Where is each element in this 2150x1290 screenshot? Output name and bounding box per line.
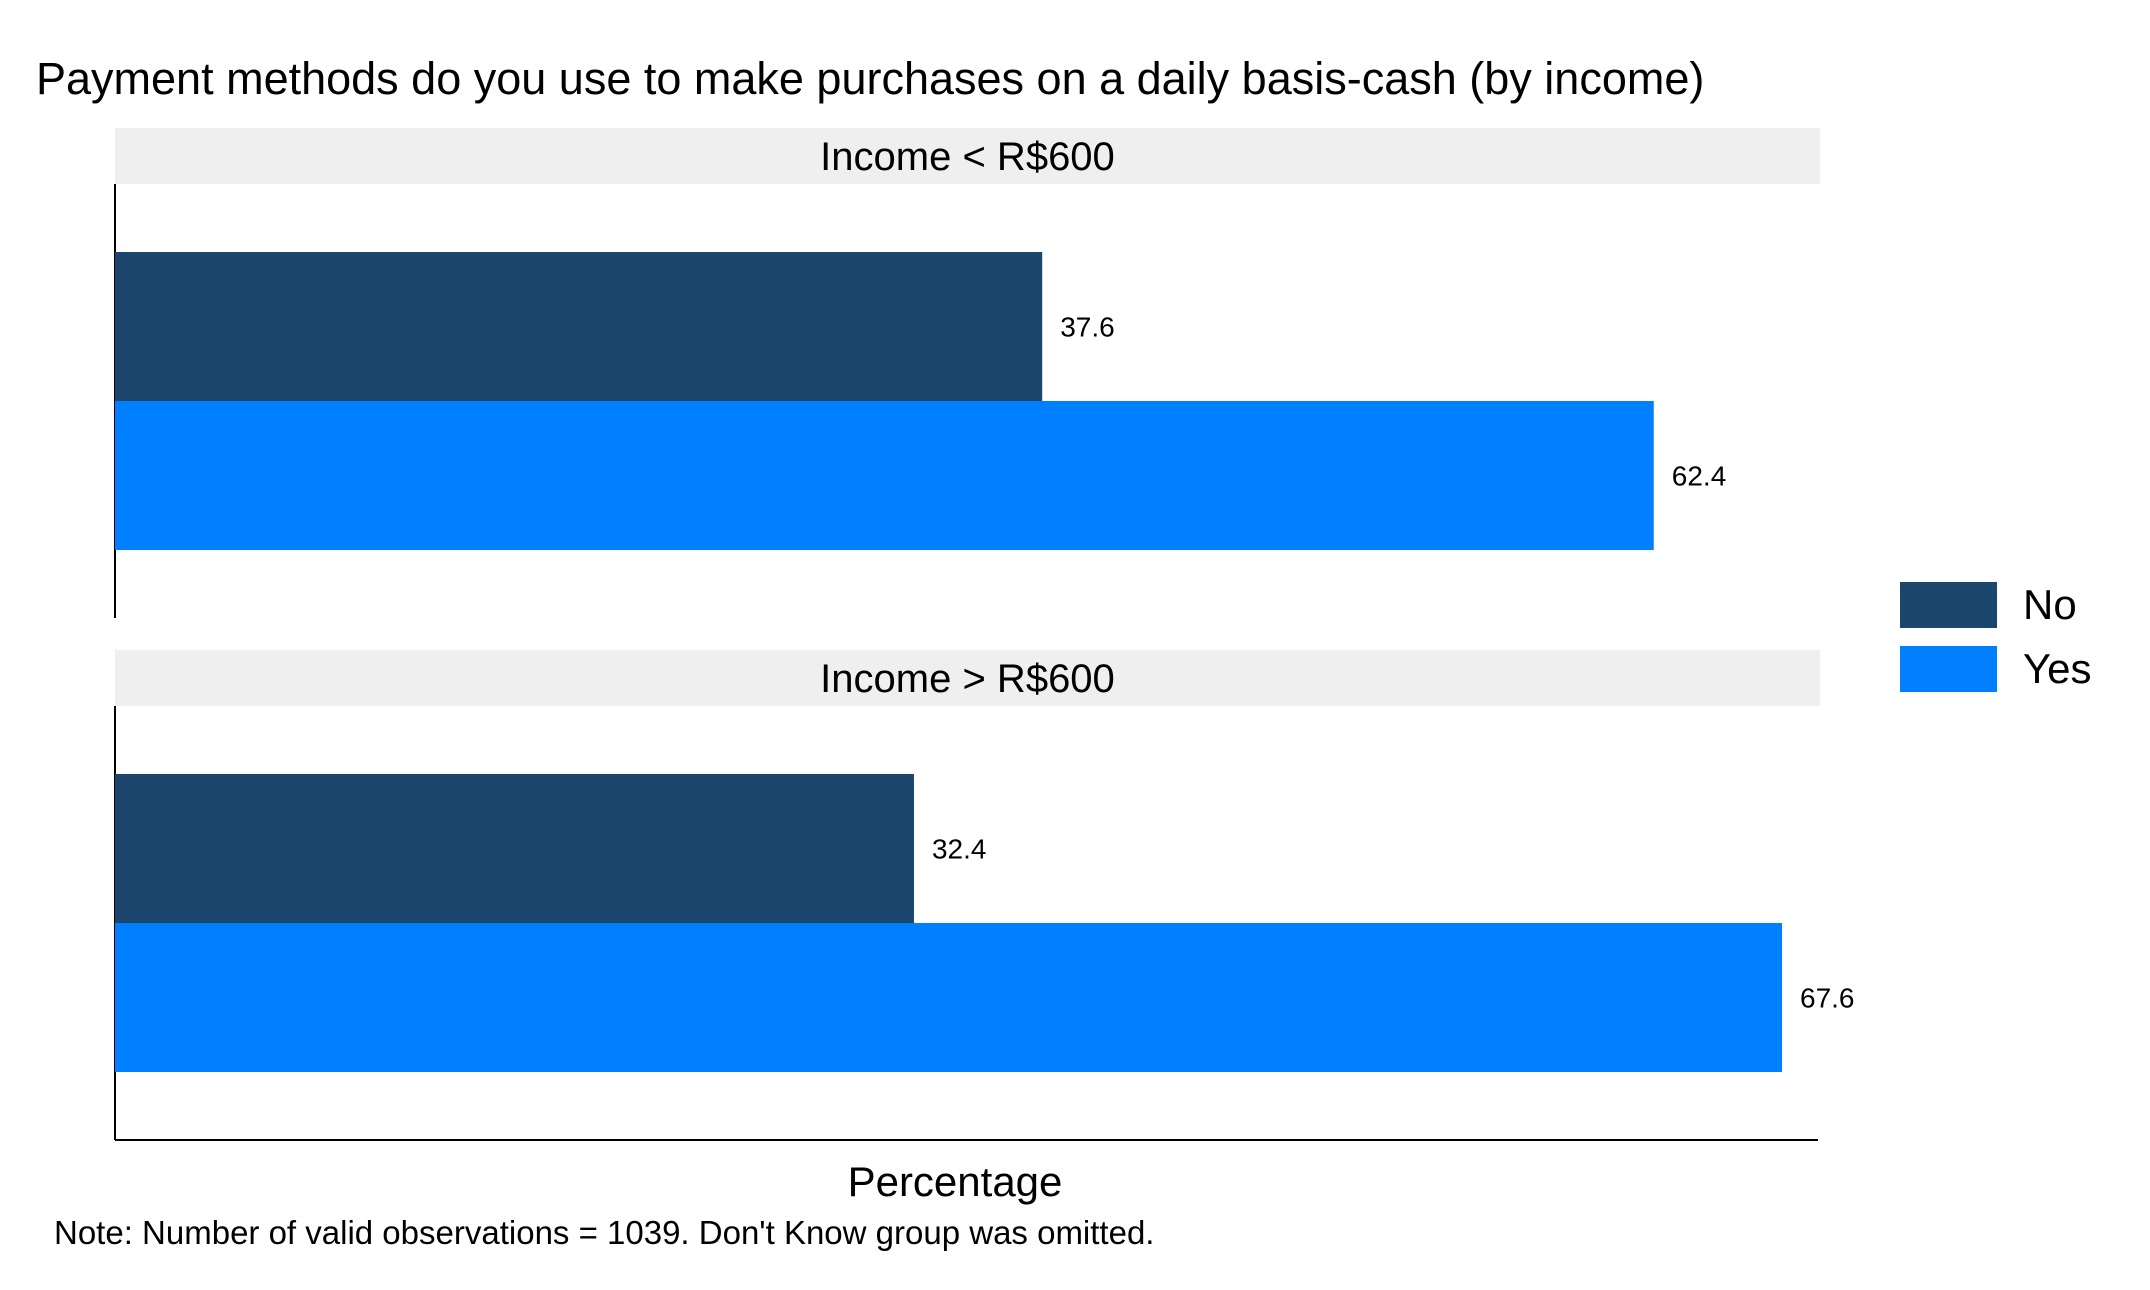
- chart-title: Payment methods do you use to make purch…: [36, 53, 1704, 104]
- legend-swatch: [1900, 646, 1997, 692]
- bar-no: [115, 252, 1043, 401]
- facet-panel-1: Income < R$600 37.6 62.4: [114, 128, 1820, 618]
- facet-strip: [115, 650, 1820, 706]
- bar-yes: [115, 401, 1654, 550]
- facet-strip: [115, 128, 1820, 184]
- bar-yes: [115, 923, 1782, 1072]
- legend-item-no: No: [1900, 581, 2077, 628]
- data-label: 37.6: [1060, 312, 1115, 343]
- x-axis-title: Percentage: [848, 1158, 1063, 1205]
- data-label: 62.4: [1672, 461, 1727, 492]
- note-text: Note: Number of valid observations = 103…: [54, 1214, 1154, 1251]
- facet-strip-label: Income > R$600: [820, 657, 1115, 701]
- data-label: 32.4: [932, 834, 987, 865]
- facet-panel-2: Income > R$600 32.4 67.6: [114, 650, 1855, 1141]
- data-label: 67.6: [1800, 983, 1855, 1014]
- legend-item-yes: Yes: [1900, 645, 2092, 692]
- legend-swatch: [1900, 582, 1997, 628]
- facet-strip-label: Income < R$600: [820, 135, 1115, 179]
- bar-no: [115, 774, 914, 923]
- legend-label: No: [2023, 581, 2077, 628]
- legend-label: Yes: [2023, 645, 2092, 692]
